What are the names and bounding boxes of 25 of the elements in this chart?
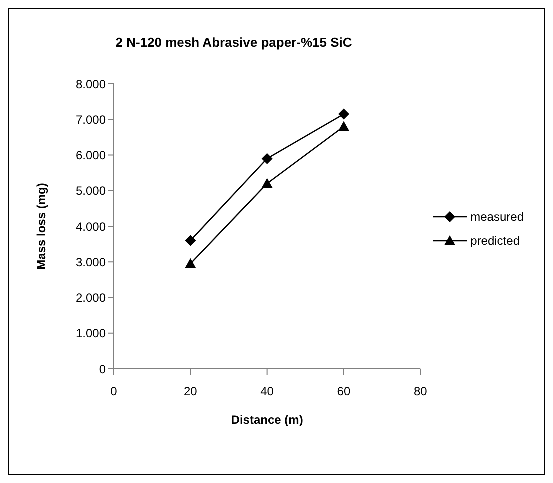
y-tick-label: 8.000 — [76, 77, 106, 92]
y-tick-label: 4.000 — [76, 220, 106, 234]
point — [185, 258, 196, 268]
point — [262, 153, 273, 164]
y-tick-label: 1.000 — [76, 326, 106, 341]
x-tick-label: 40 — [260, 384, 274, 399]
legend-label: predicted — [470, 234, 520, 248]
y-tick-label: 7.000 — [76, 112, 106, 127]
x-tick-label: 0 — [110, 384, 118, 399]
x-tick-label: 60 — [337, 384, 351, 399]
point — [338, 108, 350, 120]
y-tick-label: 6.000 — [76, 148, 106, 163]
point — [185, 235, 196, 246]
x-axis-title: Distance (m) — [231, 413, 304, 427]
point — [338, 121, 350, 132]
y-tick-label: 3.000 — [76, 255, 106, 270]
y-tick-label: 0 — [99, 362, 106, 376]
legend-label: measured — [470, 210, 524, 224]
x-tick-label: 20 — [184, 384, 198, 399]
chart-title: 2 N-120 mesh Abrasive paper-%15 SiC — [114, 35, 354, 50]
y-tick-label: 2.000 — [76, 291, 106, 306]
y-axis-title: Mass loss (mg) — [34, 183, 48, 270]
y-tick-label: 5.000 — [76, 184, 106, 198]
point — [262, 178, 273, 188]
x-tick-label: 80 — [414, 384, 428, 399]
